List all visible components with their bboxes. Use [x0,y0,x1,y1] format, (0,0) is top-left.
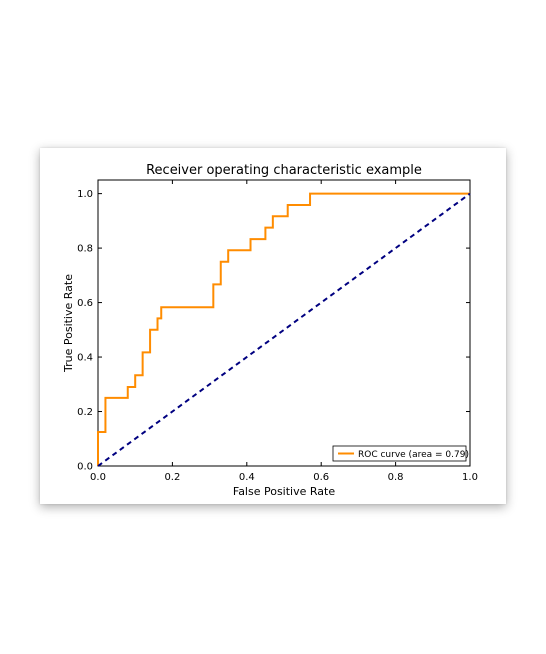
x-tick-label: 0.8 [388,472,404,483]
y-tick-label: 0.8 [77,244,93,255]
roc-curve-line [97,192,470,466]
x-tick-label: 0.6 [313,472,329,483]
y-tick-label: 0.6 [77,298,93,309]
legend-box [332,445,467,462]
chance-diagonal-line [97,192,471,467]
x-tick-label: 0.4 [239,472,255,483]
roc-chart: Receiver operating characteristic exampl… [62,163,478,498]
legend: ROC curve (area = 0.79) [332,445,469,462]
chart-series [97,192,471,467]
chart-title: Receiver operating characteristic exampl… [146,163,422,178]
x-tick-label: 0.0 [90,472,106,483]
y-tick-label: 0.2 [77,407,93,418]
y-tick-label: 0.4 [77,353,93,364]
chart-card: Receiver operating characteristic exampl… [40,148,506,504]
y-tick-label: 1.0 [77,189,93,200]
plot-frame [97,179,471,467]
x-tick-label: 1.0 [462,472,478,483]
axis-ticks: 0.0 0.2 0.4 0.6 0.8 1.0 0.0 0.2 0.4 0.6 0.8 1.0 [77,180,478,483]
y-axis-label: True Positive Rate [62,274,75,373]
x-tick-label: 0.2 [164,472,180,483]
legend-label: ROC curve (area = 0.79) [358,450,469,460]
x-axis-label: False Positive Rate [233,485,335,498]
y-tick-label: 0.0 [77,462,93,473]
